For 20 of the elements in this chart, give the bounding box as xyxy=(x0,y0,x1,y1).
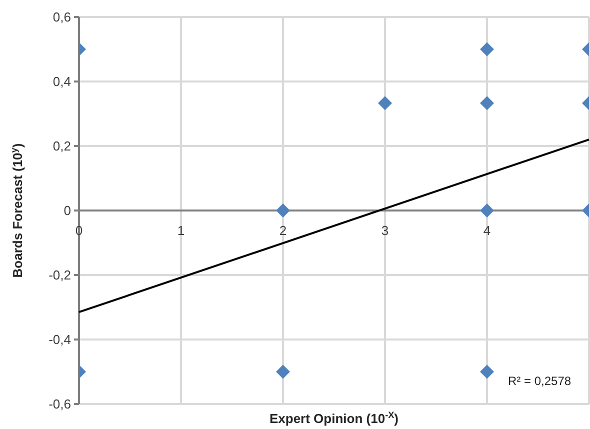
point xyxy=(480,204,494,218)
y-tick-label: -0,2 xyxy=(48,268,71,283)
point xyxy=(480,42,494,56)
x-tick-label: 3 xyxy=(381,223,389,238)
y-tick-label: -0,4 xyxy=(48,332,71,348)
y-tick-label: 0,4 xyxy=(52,74,71,90)
x-tick-label: 2 xyxy=(279,223,287,238)
y-tick-label: 0 xyxy=(64,203,71,218)
y-tick-label: 0,2 xyxy=(52,138,71,154)
point xyxy=(276,364,290,379)
y-tick-label: 0,6 xyxy=(52,10,71,25)
y-tick-label: -0,6 xyxy=(48,396,71,412)
x-axis-title: Expert Opinion (10$^{-X}$) xyxy=(269,410,399,426)
x-tick-label: 1 xyxy=(177,223,185,238)
annotation: R² = 0,2578 xyxy=(508,374,572,388)
point xyxy=(276,204,290,218)
point xyxy=(480,364,494,379)
point xyxy=(378,96,392,110)
point xyxy=(480,96,494,110)
x-tick-label: 4 xyxy=(483,223,491,238)
